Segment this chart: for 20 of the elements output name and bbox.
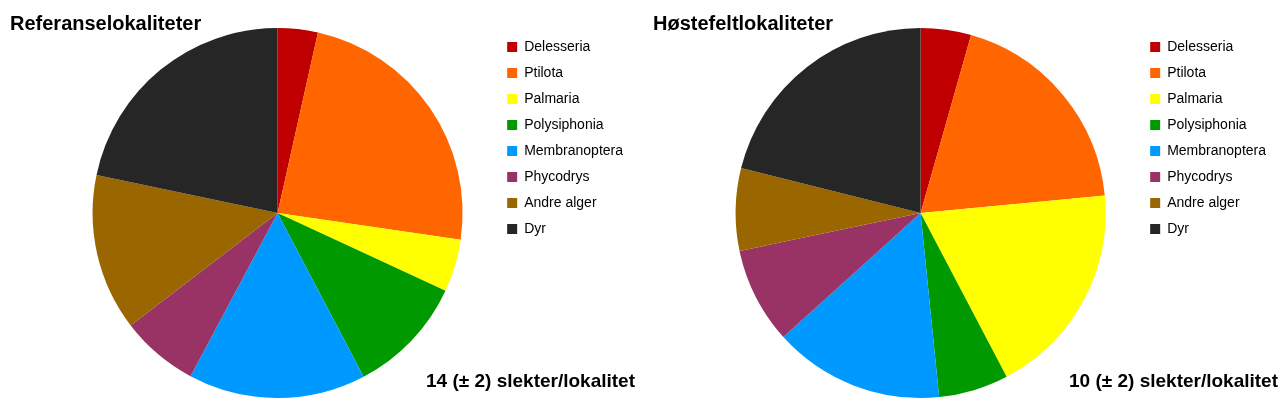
- legend-label: Phycodrys: [1167, 167, 1233, 184]
- chart-title: Referanselokaliteter: [10, 12, 202, 35]
- legend-label: Polysiphonia: [524, 115, 604, 132]
- legend-label: Dyr: [524, 219, 547, 236]
- legend-label: Ptilota: [524, 63, 564, 80]
- chart-title: Høstefeltlokaliteter: [653, 12, 834, 35]
- legend-label: Membranoptera: [524, 141, 624, 158]
- legend-label: Polysiphonia: [1167, 115, 1247, 132]
- legend-label: Phycodrys: [524, 167, 590, 184]
- legend-label: Andre alger: [524, 193, 597, 210]
- legend-label: Andre alger: [1167, 193, 1240, 210]
- legend-label: Dyr: [1167, 219, 1190, 236]
- legend-label: Delesseria: [1167, 37, 1234, 54]
- legend-label: Delesseria: [524, 37, 591, 54]
- text: 10 (± 2) slekter/lokalitet: [1069, 370, 1278, 392]
- legend-label: Palmaria: [1167, 89, 1223, 106]
- legend-label: Palmaria: [524, 89, 580, 106]
- legend-label: Ptilota: [1167, 63, 1207, 80]
- legend-label: Membranoptera: [1167, 141, 1267, 158]
- text: 14 (± 2) slekter/lokalitet: [426, 370, 635, 392]
